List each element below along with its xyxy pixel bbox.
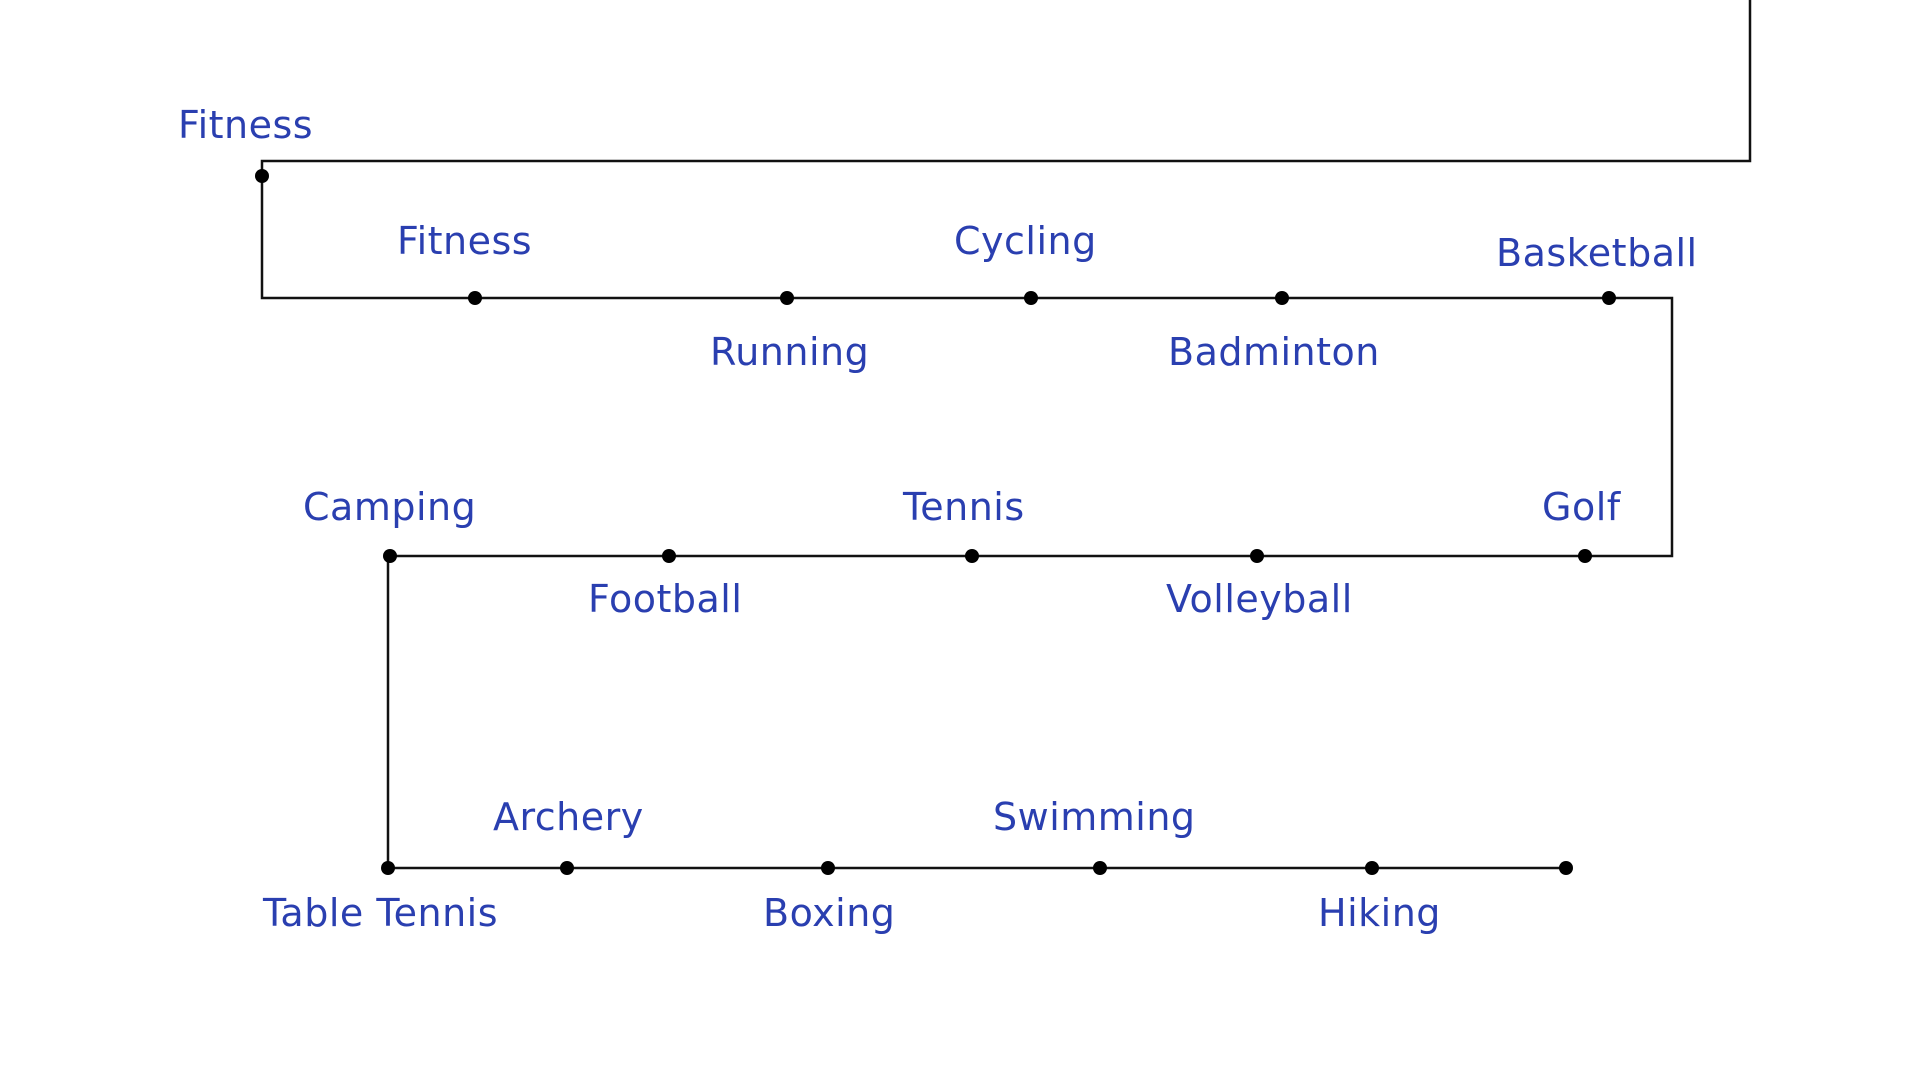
node-label-running: Running xyxy=(710,330,869,374)
node-dots xyxy=(255,169,1616,875)
node-label-archery: Archery xyxy=(493,795,644,839)
node-dot-tennis xyxy=(965,549,979,563)
timeline-path xyxy=(260,0,1752,870)
node-dot-cycling xyxy=(1024,291,1038,305)
node-label-badminton: Badminton xyxy=(1168,330,1380,374)
node-dot-fitness-top xyxy=(255,169,269,183)
node-dot-basketball xyxy=(1602,291,1616,305)
node-label-table-tennis: Table Tennis xyxy=(262,891,498,935)
node-dot-badminton xyxy=(1275,291,1289,305)
node-dot-golf xyxy=(1578,549,1592,563)
node-label-hiking: Hiking xyxy=(1318,891,1441,935)
node-dot-archery xyxy=(560,861,574,875)
node-dot-end xyxy=(1559,861,1573,875)
node-dot-fitness xyxy=(468,291,482,305)
node-label-swimming: Swimming xyxy=(993,795,1196,839)
node-dot-volleyball xyxy=(1250,549,1264,563)
node-label-fitness: Fitness xyxy=(397,219,532,263)
node-label-basketball: Basketball xyxy=(1496,231,1698,275)
node-dot-hiking xyxy=(1365,861,1379,875)
node-label-camping: Camping xyxy=(303,485,476,529)
node-label-tennis: Tennis xyxy=(902,485,1025,529)
node-label-fitness-top: Fitness xyxy=(178,103,313,147)
node-dot-swimming xyxy=(1093,861,1107,875)
node-label-golf: Golf xyxy=(1542,485,1622,529)
node-dot-running xyxy=(780,291,794,305)
node-labels: Fitness Fitness Running Cycling Badminto… xyxy=(178,103,1698,935)
node-label-football: Football xyxy=(588,577,742,621)
node-dot-boxing xyxy=(821,861,835,875)
node-label-cycling: Cycling xyxy=(954,219,1097,263)
node-dot-table-tennis xyxy=(381,861,395,875)
node-label-volleyball: Volleyball xyxy=(1166,577,1353,621)
node-dot-camping xyxy=(383,549,397,563)
node-dot-football xyxy=(662,549,676,563)
node-label-boxing: Boxing xyxy=(763,891,895,935)
